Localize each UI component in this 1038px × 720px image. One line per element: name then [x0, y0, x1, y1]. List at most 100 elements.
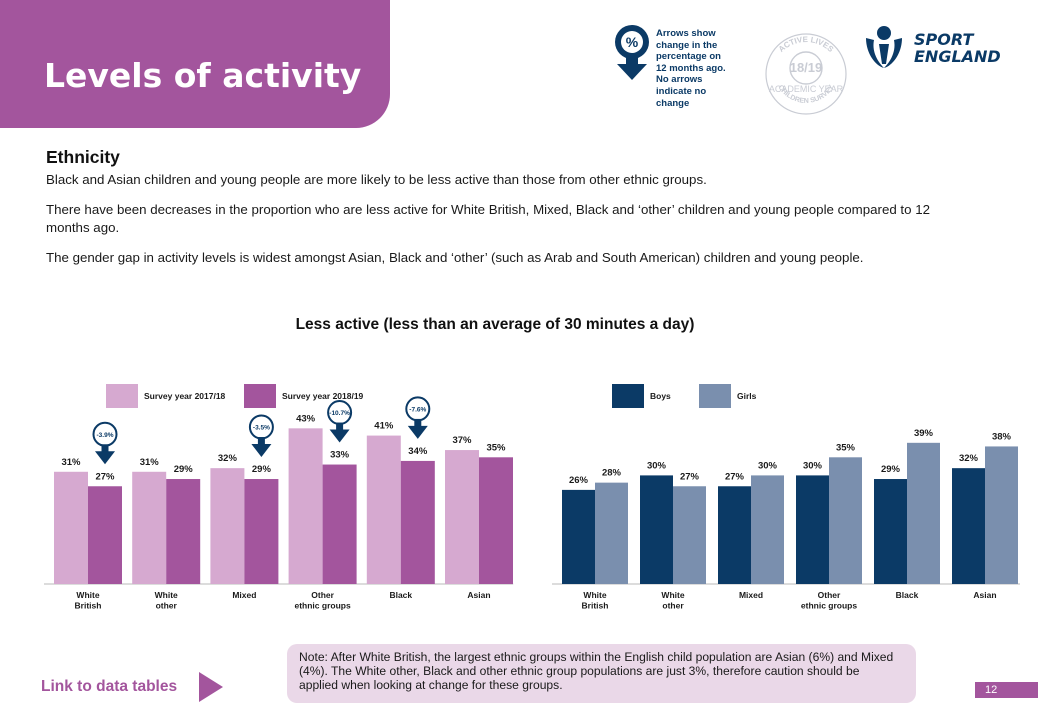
category-label: Asian [467, 590, 490, 600]
bar-value-label: 30% [803, 460, 823, 471]
change-arrow-head [251, 444, 272, 458]
percent-symbol: % [626, 34, 639, 50]
title-banner [0, 0, 390, 128]
change-arrow-head [407, 425, 428, 439]
bar [673, 486, 706, 584]
bar-value-label: 31% [140, 457, 160, 468]
category-label: White [583, 590, 606, 600]
section-heading: Ethnicity [46, 147, 120, 167]
page-title: Levels of activity [44, 56, 362, 95]
category-label: White [661, 590, 684, 600]
bar [54, 471, 88, 584]
bar-value-label: 27% [95, 471, 115, 482]
change-arrow-stem [414, 418, 422, 427]
category-label: Black [896, 590, 919, 600]
bar-value-label: 32% [218, 453, 238, 464]
category-label: Other [818, 590, 841, 600]
bar [244, 479, 279, 584]
bar [288, 428, 323, 584]
bar [751, 475, 784, 584]
bar [479, 457, 513, 584]
bar-value-label: 43% [296, 413, 316, 424]
bar [874, 479, 907, 584]
bar-value-label: 27% [725, 471, 745, 482]
bar [166, 479, 201, 584]
bar [718, 486, 751, 584]
legend-swatch [699, 384, 731, 408]
note-box [287, 644, 916, 703]
bar [985, 446, 1018, 584]
paragraph-1: Black and Asian children and young peopl… [46, 172, 707, 187]
category-label: Mixed [739, 590, 763, 600]
bar [640, 475, 673, 584]
sport-england-logo-icon [866, 26, 902, 68]
change-arrow-head [329, 429, 350, 443]
bar-value-label: 29% [252, 464, 272, 475]
bar [829, 457, 862, 584]
charts-area: Survey year 2017/18 Survey year 2018/19 31… [44, 384, 1020, 611]
change-arrow-legend-icon: % [615, 25, 649, 80]
svg-text:18/19: 18/19 [790, 60, 823, 75]
bar-value-label: 38% [992, 431, 1012, 442]
survey-seal-icon: ACTIVE LIVES 18/19 ACADEMIC YEAR CHILDRE… [765, 33, 847, 115]
legend-swatch [244, 384, 276, 408]
bar-value-label: 33% [330, 450, 350, 461]
bar-value-label: 41% [374, 421, 394, 432]
bar-value-label: 37% [452, 435, 472, 446]
arrow-legend-text: Arrows show change in the percentage on … [656, 28, 726, 109]
legend-label: Survey year 2017/18 [144, 391, 226, 401]
data-tables-link[interactable]: Link to data tables [41, 678, 178, 695]
paragraph-3: The gender gap in activity levels is wid… [46, 250, 864, 265]
bar-value-label: 34% [408, 446, 428, 457]
svg-text:ACADEMIC YEAR: ACADEMIC YEAR [769, 84, 844, 94]
play-arrow-icon[interactable] [199, 672, 223, 702]
legend-label: Survey year 2018/19 [282, 391, 364, 401]
chart-title: Less active (less than an average of 30 … [295, 316, 695, 333]
paragraph-2: There have been decreases in the proport… [46, 202, 931, 235]
category-label: Mixed [232, 590, 256, 600]
bar-value-label: 35% [836, 442, 856, 453]
bar [366, 435, 401, 584]
category-label: other [156, 601, 178, 611]
category-label: British [582, 601, 609, 611]
bar-value-label: 31% [61, 457, 81, 468]
bar-value-label: 30% [758, 460, 778, 471]
legend-label: Boys [650, 391, 671, 401]
bar [952, 468, 985, 584]
bar [562, 489, 595, 584]
category-label: Other [311, 590, 334, 600]
bar-value-label: 26% [569, 475, 589, 486]
bar [445, 450, 479, 584]
bar [595, 482, 628, 584]
bar-value-label: 39% [914, 428, 934, 439]
bar-value-label: 30% [647, 460, 667, 471]
change-arrow-label: -10.7% [329, 410, 350, 417]
legend-label: Girls [737, 391, 757, 401]
bar-value-label: 29% [174, 464, 194, 475]
category-label: White [76, 590, 99, 600]
category-label: British [75, 601, 102, 611]
logo-wordmark: SPORT ENGLAND [914, 30, 1001, 66]
bar-value-label: 35% [486, 442, 506, 453]
bar-value-label: 28% [602, 468, 622, 479]
bar [400, 460, 435, 584]
category-label: other [662, 601, 684, 611]
category-label: ethnic groups [801, 601, 857, 611]
change-arrow-label: -3.9% [97, 432, 114, 439]
bar [88, 486, 122, 584]
change-arrow-stem [257, 437, 265, 446]
bar [796, 475, 829, 584]
change-arrow-stem [101, 444, 109, 453]
bar-value-label: 32% [959, 453, 979, 464]
bar-value-label: 29% [881, 464, 901, 475]
bar-value-label: 27% [680, 471, 700, 482]
legend-swatch [106, 384, 138, 408]
change-arrow-head [95, 451, 115, 465]
bar [132, 471, 167, 584]
legend-swatch [612, 384, 644, 408]
category-label: Asian [973, 590, 996, 600]
change-arrow-label: -7.6% [409, 406, 426, 413]
bar [210, 468, 245, 584]
change-arrow-label: -3.5% [253, 425, 270, 432]
category-label: White [155, 590, 178, 600]
